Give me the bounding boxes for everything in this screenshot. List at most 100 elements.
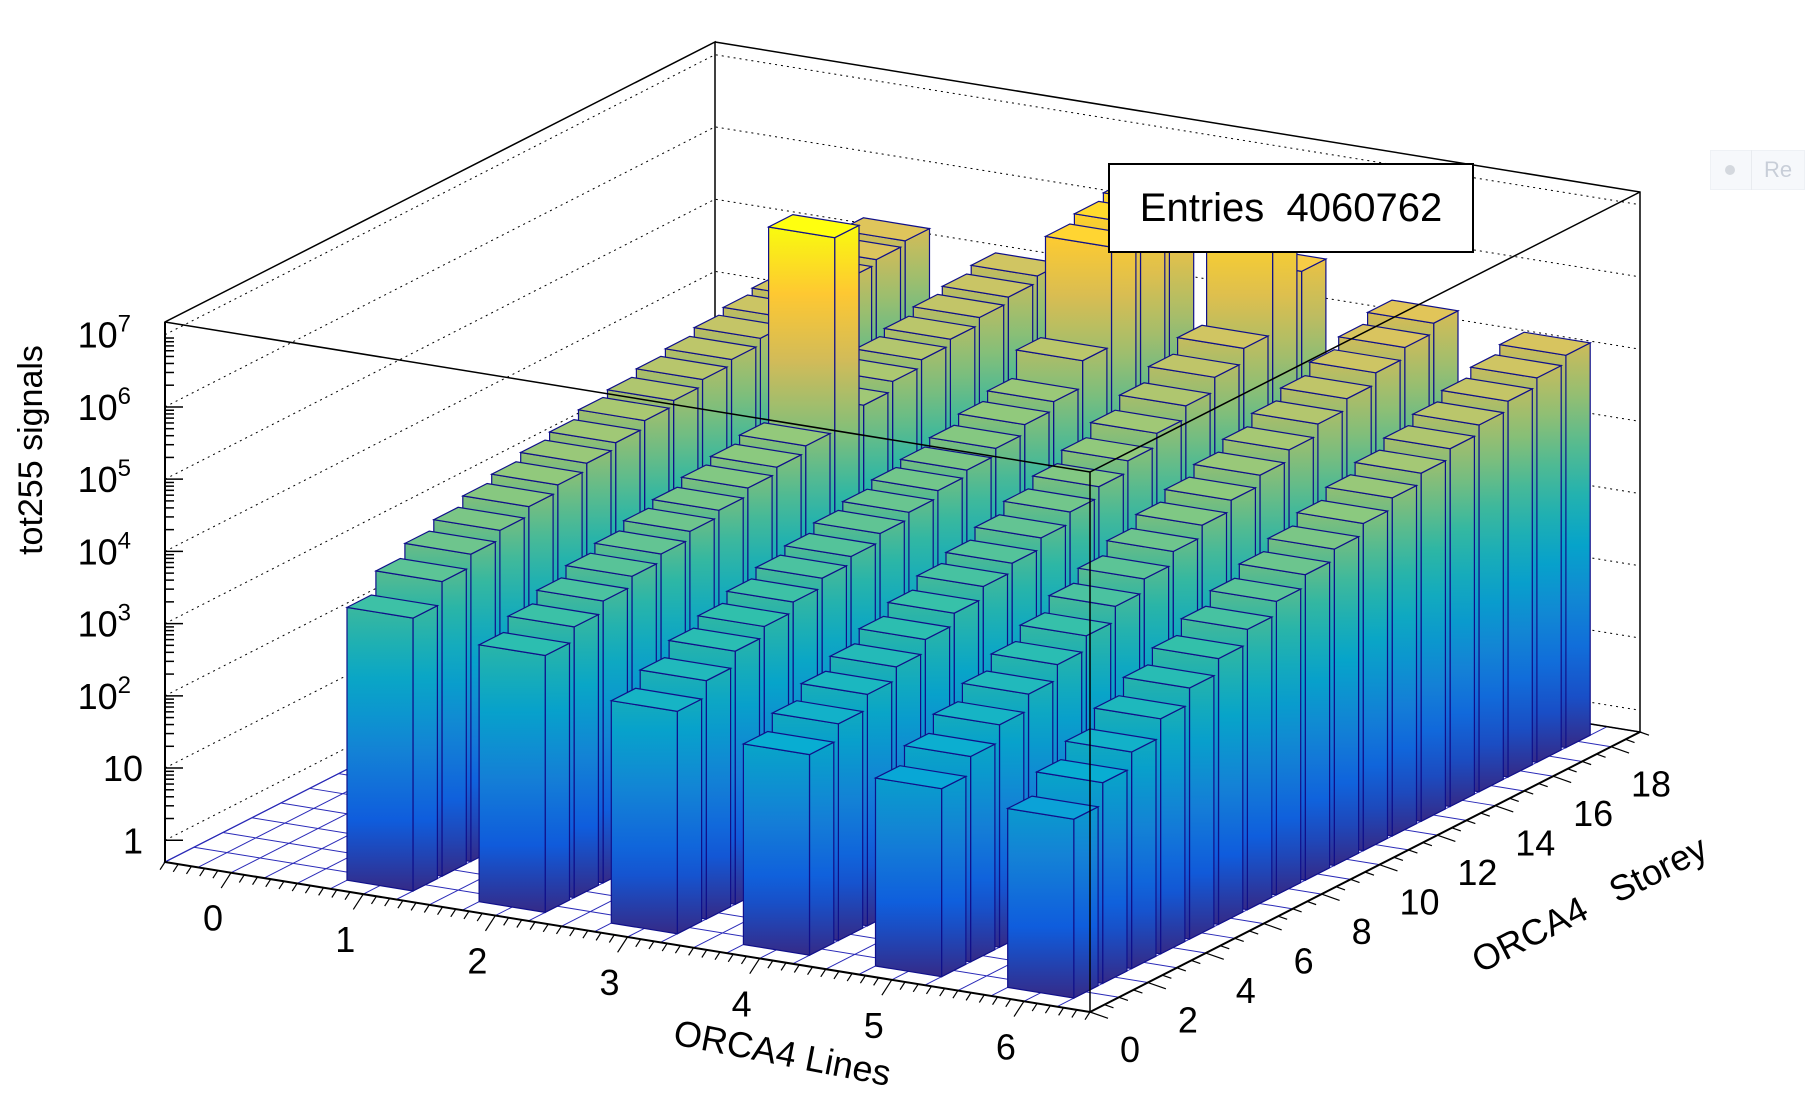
x-tick <box>1084 1011 1091 1020</box>
z-tick-label: 107 <box>78 311 131 356</box>
bar-top <box>679 464 775 489</box>
bar-side <box>544 642 571 914</box>
bar-top <box>1497 331 1593 356</box>
y-tick-label: 2 <box>1178 1000 1198 1041</box>
bar-top <box>1146 353 1241 378</box>
bar-top <box>1014 336 1109 362</box>
bar-top <box>1336 323 1432 349</box>
x-tick <box>172 863 179 873</box>
bar <box>873 765 968 978</box>
x-axis-label: ORCA4 Lines <box>670 1012 894 1094</box>
y-tick <box>1567 768 1577 773</box>
y-tick <box>1292 908 1302 913</box>
bar-top <box>638 656 733 682</box>
bar-front <box>610 699 678 935</box>
bar-side <box>1391 484 1418 837</box>
bar-top <box>650 486 746 511</box>
y-tick-label: 10 <box>1399 882 1439 923</box>
bar-top <box>766 213 861 239</box>
bar-top <box>940 273 1035 298</box>
bar-top <box>1121 664 1216 689</box>
x-tick <box>352 893 364 910</box>
bar-top <box>634 355 729 381</box>
x-tick-label: 3 <box>599 962 619 1003</box>
x-tick <box>370 895 377 905</box>
x-tick <box>516 919 523 928</box>
bar-side <box>573 613 600 899</box>
bar-top <box>725 578 820 603</box>
y-tick <box>1495 805 1514 813</box>
x-tick <box>1044 1005 1051 1014</box>
bar-top <box>956 400 1051 426</box>
bar-top <box>1001 488 1097 513</box>
y-tick <box>1104 1004 1114 1009</box>
y-tick <box>1437 834 1456 843</box>
y-tick-label: 16 <box>1573 793 1613 834</box>
bar-side <box>1420 459 1447 823</box>
x-tick <box>1031 1003 1038 1012</box>
x-tick <box>873 977 880 986</box>
x-tick <box>749 958 761 975</box>
x-tick-label: 0 <box>203 898 223 939</box>
bar-front <box>874 777 943 978</box>
y-tick <box>1205 952 1224 960</box>
top-front-edge <box>164 191 1641 473</box>
bar-top <box>1005 795 1101 820</box>
y-tick <box>1596 753 1606 758</box>
bar-top <box>1150 634 1245 660</box>
bar-top <box>373 557 469 583</box>
bar-side <box>1130 738 1157 970</box>
bar-top <box>1175 324 1270 350</box>
bar-top <box>960 670 1055 695</box>
bar-side <box>1073 805 1099 1000</box>
x-tick <box>925 985 932 995</box>
bar-side <box>1217 645 1244 926</box>
bar-top <box>1059 437 1155 462</box>
x-tick <box>714 951 721 960</box>
y-tick-label: 18 <box>1631 764 1671 805</box>
x-tick <box>212 870 219 879</box>
bar-top <box>1365 299 1460 324</box>
bar-side <box>705 667 732 921</box>
bar-top <box>1076 555 1171 580</box>
bar-top <box>1410 401 1506 426</box>
z-axis-label: tot255 signals <box>12 345 50 555</box>
stats-box: Entries 4060762 <box>1108 163 1474 253</box>
x-tick <box>582 930 589 939</box>
bar-side <box>1102 769 1128 985</box>
bar-top <box>911 293 1006 319</box>
y-tick <box>1191 959 1201 965</box>
x-tick <box>476 913 483 922</box>
y-tick <box>1625 738 1635 744</box>
bar-front <box>1007 807 1075 999</box>
bar-top <box>1220 426 1316 451</box>
bullet-icon <box>1725 165 1735 175</box>
z-tick-label: 10 <box>103 748 143 789</box>
y-tick <box>1162 974 1172 979</box>
x-tick <box>1058 1007 1065 1016</box>
y-tick <box>1509 797 1519 803</box>
x-tick-label: 4 <box>732 983 752 1024</box>
bar-top <box>1092 695 1187 720</box>
bar-top <box>402 530 498 555</box>
bar-top <box>1266 525 1361 550</box>
bar-top <box>737 422 832 447</box>
bar-top <box>1163 476 1258 501</box>
bar-top <box>770 700 865 725</box>
bar-side <box>837 710 864 942</box>
x-tick <box>820 968 827 978</box>
bar-top <box>799 670 894 696</box>
z-tick-label: 1 <box>123 820 143 861</box>
y-tick-label: 6 <box>1294 941 1314 982</box>
x-tick <box>617 936 629 953</box>
corner-widget[interactable]: Re <box>1710 150 1805 190</box>
y-tick <box>1422 841 1433 847</box>
bar-top <box>345 594 440 619</box>
bar-top <box>1353 449 1448 474</box>
bar-side <box>808 741 835 957</box>
x-tick <box>463 910 470 920</box>
x-tick <box>265 878 272 888</box>
x-tick <box>423 904 430 913</box>
bar-top <box>1208 577 1303 603</box>
